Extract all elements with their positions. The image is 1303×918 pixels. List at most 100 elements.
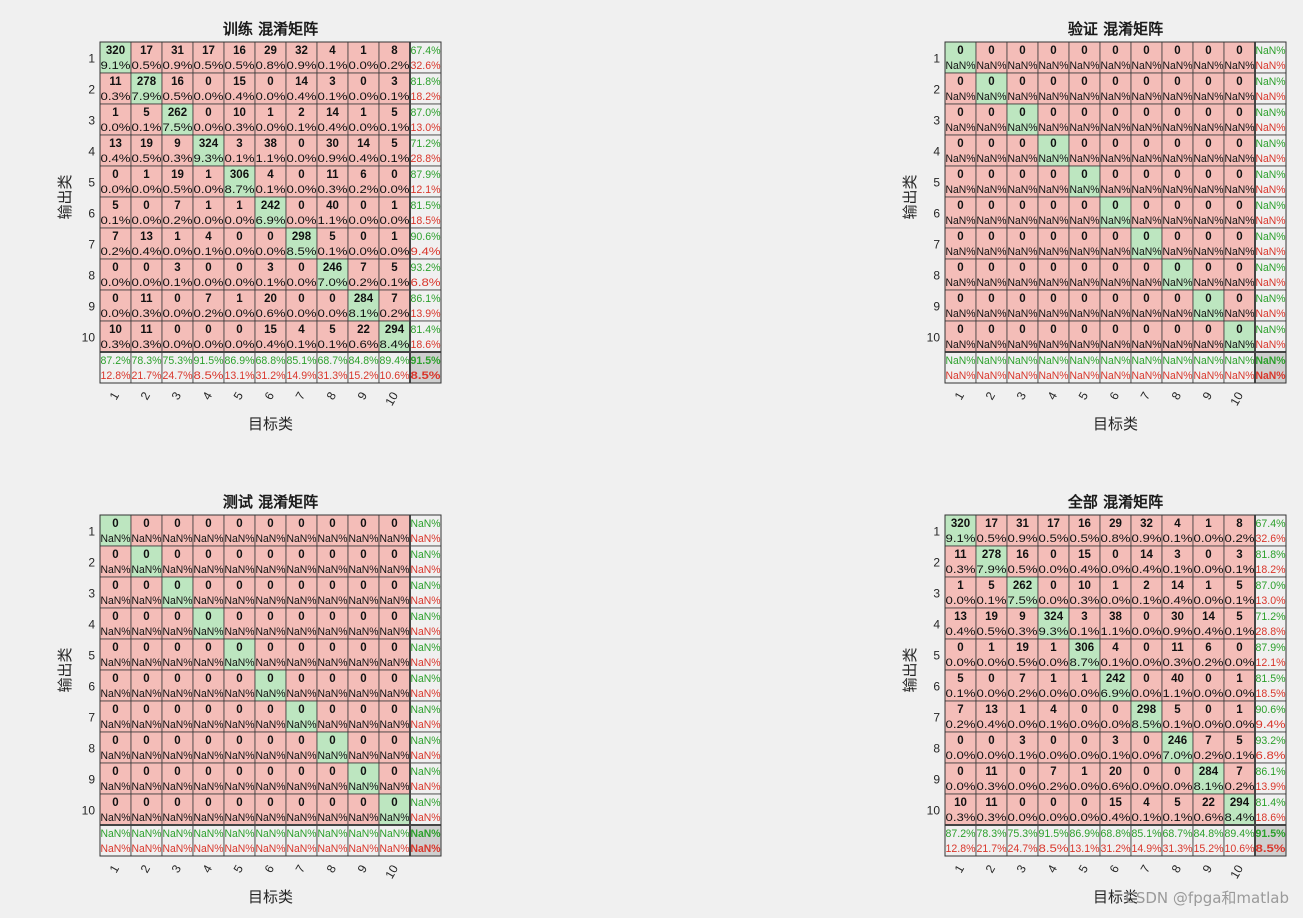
cell-percent-label: NaN% xyxy=(101,626,131,638)
cell-percent-label: NaN% xyxy=(946,277,976,289)
cell-percent-label: NaN% xyxy=(1070,246,1100,258)
cell-count-label: 0 xyxy=(298,169,304,181)
cell-percent-label: NaN% xyxy=(946,60,976,72)
col-error-label: 15.2% xyxy=(349,370,379,382)
cell-count-label: 5 xyxy=(957,673,964,685)
matrix-cell xyxy=(161,227,194,260)
cell-count-label: 1 xyxy=(1019,704,1026,716)
cell-count-label: 14 xyxy=(1202,611,1215,623)
row-accuracy-label: NaN% xyxy=(1256,231,1286,243)
cell-count-label: 0 xyxy=(236,797,242,809)
cell-percent-label: NaN% xyxy=(163,564,193,576)
row-error-label: 12.1% xyxy=(411,184,441,196)
cell-percent-label: NaN% xyxy=(225,657,255,669)
cell-percent-label: 0.0% xyxy=(1008,812,1038,824)
cell-percent-label: 0.0% xyxy=(101,308,131,320)
col-error-label: NaN% xyxy=(1194,370,1224,382)
matrix-cell xyxy=(1130,258,1163,291)
cell-count-label: 0 xyxy=(1019,231,1025,243)
cell-percent-label: 0.6% xyxy=(349,339,379,351)
cell-count-label: 306 xyxy=(230,169,249,181)
x-tick-label: 8 xyxy=(1169,862,1185,875)
matrix-cell xyxy=(378,289,411,322)
total-accuracy-label: 91.5% xyxy=(1256,828,1286,840)
col-error-label: 13.1% xyxy=(1070,843,1100,855)
cell-count-label: 0 xyxy=(988,76,994,88)
matrix-cell xyxy=(378,669,411,702)
cell-count-label: 0 xyxy=(360,549,366,561)
x-tick-label: 7 xyxy=(1138,862,1154,875)
cell-percent-label: 0.4% xyxy=(101,153,131,165)
y-tick-label: 1 xyxy=(933,52,940,66)
cell-percent-label: 7.5% xyxy=(1008,595,1038,607)
cell-percent-label: NaN% xyxy=(225,626,255,638)
cell-percent-label: 0.2% xyxy=(946,719,976,731)
total-accuracy-cell xyxy=(409,351,442,384)
cell-count-label: 0 xyxy=(112,704,118,716)
cell-count-label: 3 xyxy=(1112,735,1118,747)
cell-count-label: 0 xyxy=(267,231,273,243)
cell-percent-label: NaN% xyxy=(194,750,224,762)
cell-percent-label: NaN% xyxy=(225,719,255,731)
cell-count-label: 0 xyxy=(267,704,273,716)
cell-percent-label: NaN% xyxy=(1194,246,1224,258)
cell-percent-label: 8.7% xyxy=(1070,657,1100,669)
col-accuracy-label: NaN% xyxy=(163,828,193,840)
cell-percent-label: NaN% xyxy=(1070,91,1100,103)
cell-percent-label: 0.0% xyxy=(1132,688,1162,700)
cell-count-label: 0 xyxy=(174,642,180,654)
row-summary-cell xyxy=(1254,103,1287,136)
matrix-cell xyxy=(223,514,256,547)
x-tick-label: 10 xyxy=(1227,862,1246,881)
matrix-cell xyxy=(944,545,977,578)
x-tick-label: 9 xyxy=(355,862,371,875)
y-axis-label: 输出类 xyxy=(56,174,74,219)
cell-count-label: 11 xyxy=(1171,642,1184,654)
row-error-label: 6.8% xyxy=(411,277,441,289)
cell-percent-label: 0.1% xyxy=(1225,595,1255,607)
matrix-cell xyxy=(378,545,411,578)
matrix-cell xyxy=(161,545,194,578)
cell-percent-label: 0.0% xyxy=(225,308,255,320)
matrix-cell xyxy=(285,607,318,640)
cell-count-label: 0 xyxy=(1174,45,1180,57)
cell-percent-label: 0.1% xyxy=(256,277,286,289)
cell-count-label: 6 xyxy=(1205,642,1211,654)
cell-percent-label: 0.0% xyxy=(1225,688,1255,700)
cell-count-label: 29 xyxy=(1109,518,1122,530)
cell-percent-label: 0.0% xyxy=(1070,750,1100,762)
cell-count-label: 0 xyxy=(329,549,335,561)
cell-count-label: 0 xyxy=(1081,200,1087,212)
matrix-cell xyxy=(378,41,411,74)
cell-percent-label: NaN% xyxy=(318,750,348,762)
cell-count-label: 0 xyxy=(1236,76,1242,88)
cell-percent-label: 0.0% xyxy=(380,184,410,196)
cell-count-label: 0 xyxy=(1143,138,1149,150)
matrix-cell xyxy=(254,793,287,826)
cell-count-label: 11 xyxy=(140,293,153,305)
cell-percent-label: NaN% xyxy=(132,781,162,793)
cell-percent-label: NaN% xyxy=(101,564,131,576)
y-axis-label: 输出类 xyxy=(56,647,74,692)
cell-percent-label: NaN% xyxy=(163,657,193,669)
cell-count-label: 0 xyxy=(205,642,211,654)
col-summary-cell xyxy=(1223,351,1256,384)
cell-percent-label: 0.4% xyxy=(349,153,379,165)
col-error-label: NaN% xyxy=(1101,370,1131,382)
cell-count-label: 0 xyxy=(112,293,118,305)
cell-count-label: 10 xyxy=(954,797,967,809)
row-error-label: 28.8% xyxy=(411,153,441,165)
cell-count-label: 0 xyxy=(1019,138,1025,150)
cell-percent-label: 7.9% xyxy=(977,564,1007,576)
cell-count-label: 1 xyxy=(174,231,181,243)
cell-count-label: 5 xyxy=(391,107,398,119)
cell-count-label: 4 xyxy=(1050,704,1057,716)
matrix-cell xyxy=(1068,320,1101,353)
matrix-cell xyxy=(192,165,225,198)
cell-percent-label: NaN% xyxy=(349,781,379,793)
cell-count-label: 320 xyxy=(951,518,970,530)
cell-count-label: 298 xyxy=(292,231,312,243)
cell-percent-label: 0.3% xyxy=(946,564,976,576)
cell-count-label: 0 xyxy=(1174,231,1180,243)
row-error-label: NaN% xyxy=(411,595,441,607)
